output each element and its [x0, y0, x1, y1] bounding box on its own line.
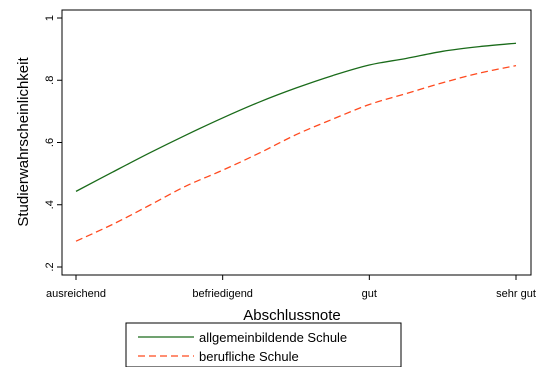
series-line-berufliche-schule [75, 64, 517, 242]
x-axis: ausreichend befriedigend gut sehr gut [46, 275, 536, 300]
x-axis-title: Abschlussnote [243, 307, 341, 324]
x-tick-label: gut [362, 288, 377, 300]
y-tick-label: .6 [44, 138, 56, 147]
y-axis: .2 .4 .6 .8 1 [44, 15, 62, 272]
y-axis-title: Studierwahrscheinlichkeit [15, 57, 32, 227]
y-tick-label: .2 [44, 262, 56, 271]
x-tick-label: befriedigend [192, 288, 253, 300]
plot-area [61, 9, 532, 276]
legend-box [125, 322, 402, 367]
legend: allgemeinbildende Schule berufliche Schu… [125, 322, 402, 367]
legend-label-allgemeinbildende-schule: allgemeinbildende Schule [199, 330, 347, 345]
x-tick-label: ausreichend [46, 288, 106, 300]
legend-label-berufliche-schule: berufliche Schule [199, 349, 299, 364]
series-line-allgemeinbildende-schule [75, 42, 517, 192]
y-tick-label: .8 [44, 76, 56, 85]
x-tick-label: sehr gut [496, 288, 536, 300]
y-tick-label: .4 [44, 200, 56, 209]
series-layer [75, 42, 517, 242]
y-tick-label: 1 [44, 15, 56, 21]
